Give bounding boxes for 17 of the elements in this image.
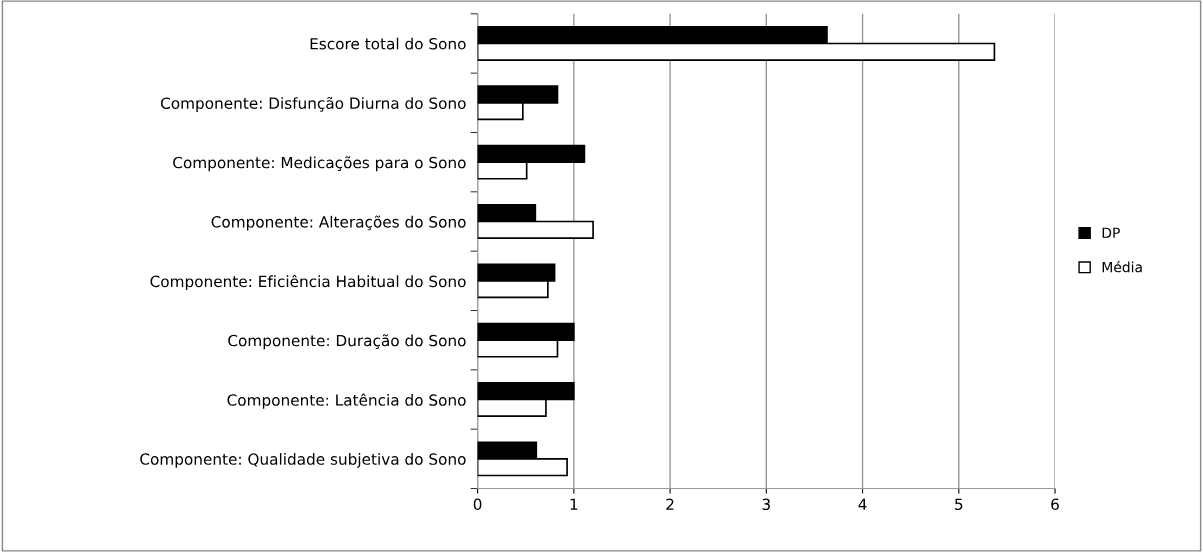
x-tick-label: 1 (570, 498, 578, 510)
x-tick-label: 3 (762, 498, 770, 511)
x-tick-label: 6 (1051, 498, 1059, 511)
y-tick-label: Componente: Duração do Sono (228, 334, 466, 350)
y-tick-label: Componente: Disfunção Diurna do Sono (160, 96, 466, 112)
y-tick-label: Componente: Eficiência Habitual do Sono (150, 274, 466, 291)
y-tick-label: Componente: Medicações para o Sono (173, 156, 466, 172)
legend-label: DP (1102, 227, 1120, 238)
x-tick-label: 2 (666, 498, 674, 510)
x-tick-label: 4 (858, 498, 867, 510)
x-tick-label: 0 (473, 498, 482, 511)
y-tick-label: Componente: Latência do Sono (227, 393, 466, 409)
y-tick-label: Componente: Alterações do Sono (211, 215, 466, 231)
y-tick-label: Componente: Qualidade subjetiva do Sono (140, 453, 466, 468)
x-tick-label: 5 (955, 498, 963, 511)
legend-label: Média (1102, 261, 1142, 273)
y-tick-label: Escore total do Sono (310, 37, 466, 50)
